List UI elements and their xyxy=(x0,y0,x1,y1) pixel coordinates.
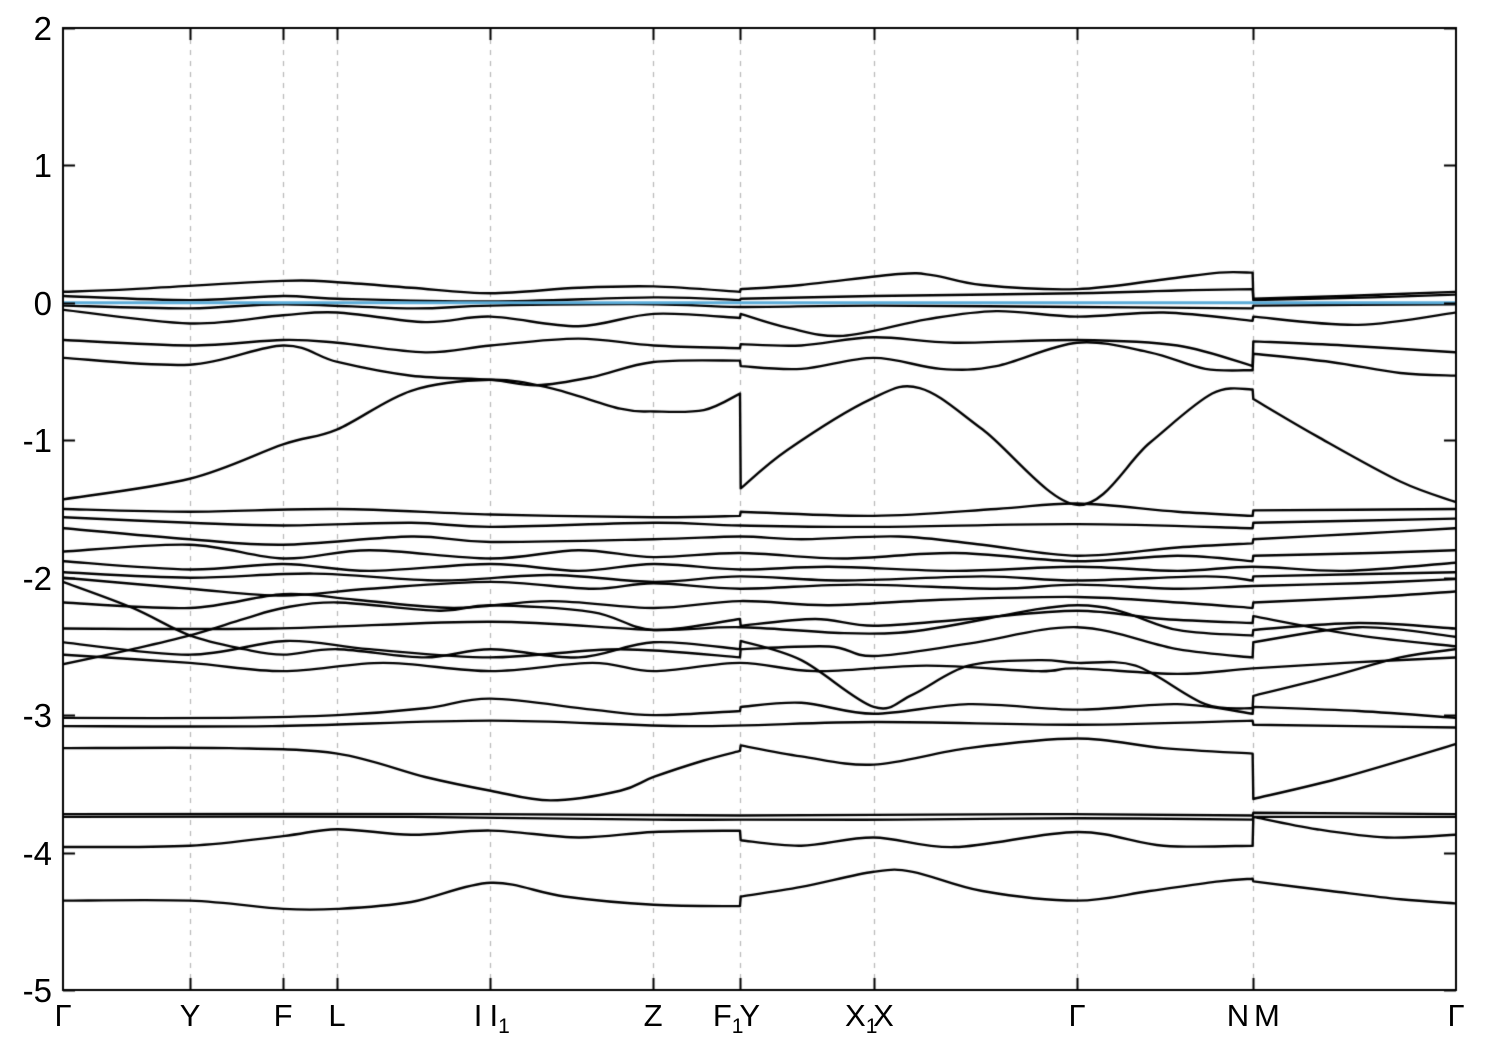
x-tick-subscript: 1 xyxy=(865,1015,878,1039)
x-tick-label: F xyxy=(274,1000,293,1031)
x-tick-symbol: X xyxy=(873,998,894,1033)
x-tick-symbol: X xyxy=(845,998,866,1033)
x-tick-label: I1 xyxy=(489,998,510,1037)
x-tick-label: X xyxy=(873,1000,894,1031)
x-tick-label: Y xyxy=(180,1000,201,1031)
x-tick-label: Γ xyxy=(1447,1000,1464,1031)
x-tick-symbol: F xyxy=(273,998,293,1033)
y-tick-label: -2 xyxy=(22,559,52,597)
x-tick-symbol: Γ xyxy=(54,998,72,1033)
x-tick-label: Y xyxy=(739,1000,760,1031)
x-tick-label: M xyxy=(1254,1000,1280,1031)
x-tick-subscript: 1 xyxy=(498,1015,510,1039)
y-tick-label: -3 xyxy=(22,697,52,735)
x-tick-symbol: Γ xyxy=(1447,998,1465,1033)
x-tick-label: F1 xyxy=(712,998,744,1037)
y-tick-label: -5 xyxy=(22,972,52,1009)
x-tick-label: Z xyxy=(644,1000,663,1031)
x-tick-label: N xyxy=(1227,1000,1249,1031)
x-tick-symbol: I xyxy=(489,998,499,1033)
x-tick-label: L xyxy=(328,1000,345,1031)
x-tick-label: Γ xyxy=(1069,1000,1086,1031)
y-tick-label: -1 xyxy=(22,422,52,460)
x-tick-symbol: M xyxy=(1254,998,1280,1033)
y-tick-label: 1 xyxy=(33,147,52,185)
x-tick-subscript: 1 xyxy=(731,1015,744,1039)
x-tick-symbol: F xyxy=(712,998,732,1033)
x-tick-symbol: L xyxy=(328,998,346,1033)
x-tick-label: I xyxy=(474,1000,483,1031)
y-tick-label: 0 xyxy=(33,284,52,322)
x-tick-symbol: Γ xyxy=(1068,998,1086,1033)
x-tick-symbol: Z xyxy=(643,998,663,1033)
x-tick-label: Γ xyxy=(54,1000,71,1031)
x-tick-symbol: Y xyxy=(739,998,761,1033)
x-tick-symbol: N xyxy=(1226,998,1250,1033)
y-tick-label: -4 xyxy=(22,834,52,872)
x-tick-symbol: Y xyxy=(179,998,201,1033)
x-tick-label: X1 xyxy=(845,998,877,1037)
y-tick-label: 2 xyxy=(33,10,52,47)
x-tick-symbol: I xyxy=(473,998,483,1033)
